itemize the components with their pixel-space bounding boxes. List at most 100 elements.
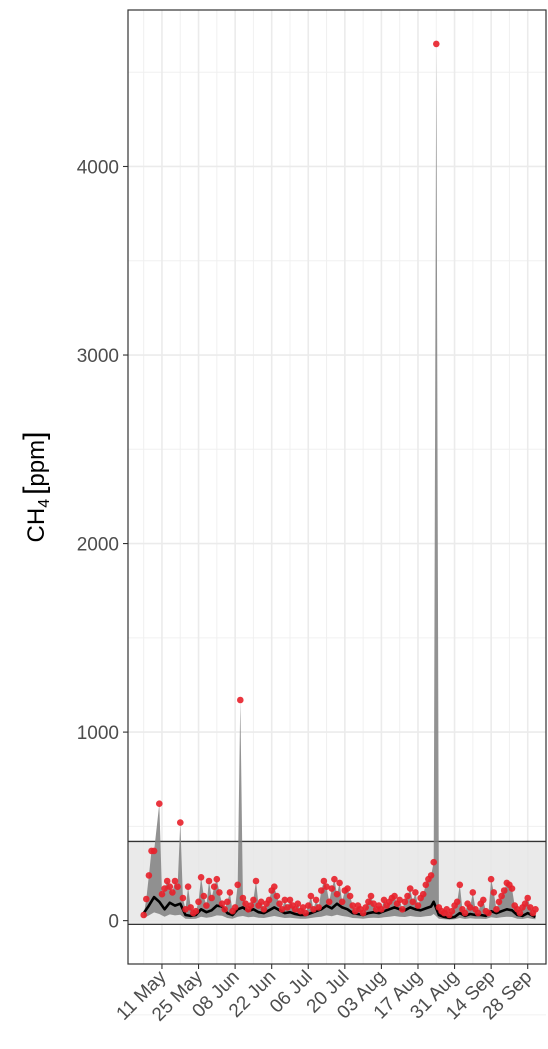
- max-point: [299, 904, 307, 911]
- max-point: [404, 892, 411, 900]
- y-axis-title: CH4 [ppm]: [18, 432, 53, 543]
- max-point: [140, 911, 147, 919]
- max-point: [281, 896, 289, 904]
- max-point: [312, 896, 320, 904]
- max-point: [328, 885, 336, 892]
- max-point: [239, 894, 247, 902]
- max-point: [150, 847, 158, 855]
- max-point: [346, 892, 354, 900]
- max-point: [182, 906, 189, 913]
- max-point: [315, 904, 323, 911]
- max-point: [286, 896, 294, 904]
- max-point: [184, 883, 192, 890]
- max-point: [213, 875, 221, 883]
- max-point: [200, 892, 208, 900]
- max-point: [221, 906, 228, 913]
- max-point: [401, 898, 409, 906]
- max-point: [252, 877, 260, 885]
- max-point: [166, 883, 174, 890]
- max-point: [226, 889, 234, 896]
- max-point: [409, 898, 417, 906]
- max-point: [456, 881, 464, 889]
- y-tick-label: 1000: [77, 723, 119, 744]
- max-point: [242, 900, 249, 907]
- y-tick-label: 0: [108, 912, 119, 933]
- max-point: [391, 892, 398, 900]
- max-point: [349, 902, 357, 909]
- max-point: [273, 892, 281, 900]
- max-point: [310, 906, 317, 913]
- max-point: [195, 898, 202, 906]
- max-point: [318, 887, 325, 894]
- max-point: [490, 889, 498, 896]
- max-point: [336, 879, 343, 887]
- max-point: [338, 898, 346, 906]
- max-point: [378, 906, 385, 913]
- max-point: [260, 906, 268, 913]
- max-point: [419, 890, 427, 898]
- max-point: [250, 896, 257, 904]
- max-point: [257, 898, 265, 906]
- max-point: [516, 909, 524, 917]
- max-point: [427, 872, 435, 879]
- max-point: [443, 906, 451, 913]
- max-point: [323, 883, 330, 890]
- max-point: [145, 872, 153, 879]
- max-point: [177, 819, 184, 826]
- max-point: [192, 907, 200, 915]
- max-point: [406, 885, 414, 892]
- max-point: [500, 887, 508, 894]
- major-gridlines: [128, 10, 546, 964]
- max-point: [320, 877, 328, 885]
- max-point: [532, 906, 539, 913]
- max-point: [412, 889, 419, 896]
- max-point: [158, 890, 166, 898]
- max-point: [362, 904, 370, 911]
- max-point: [218, 900, 226, 907]
- max-point: [498, 892, 505, 900]
- max-point: [161, 885, 168, 892]
- max-point: [234, 881, 241, 889]
- plot-panel: [128, 10, 546, 964]
- max-point: [305, 902, 312, 909]
- max-point: [493, 906, 500, 913]
- max-point: [294, 900, 302, 907]
- y-axis: 0 1000 2000 3000 4000: [77, 157, 128, 933]
- max-point: [480, 896, 487, 904]
- max-point: [163, 877, 171, 885]
- max-point: [495, 898, 503, 906]
- max-point: [156, 800, 163, 807]
- max-point: [205, 877, 213, 885]
- max-point: [430, 858, 438, 866]
- max-point: [453, 898, 461, 906]
- max-point: [231, 904, 239, 911]
- max-point: [380, 896, 388, 904]
- max-point: [265, 896, 273, 904]
- max-point: [422, 881, 430, 889]
- max-point: [433, 40, 440, 48]
- max-point: [271, 883, 278, 890]
- max-point: [169, 889, 176, 896]
- max-point: [143, 895, 150, 903]
- max-point: [237, 696, 244, 704]
- max-point: [291, 906, 299, 913]
- median-line: [142, 895, 536, 920]
- y-axis-title-open-bracket: [: [18, 486, 51, 495]
- max-point: [461, 909, 469, 917]
- max-point: [352, 907, 359, 915]
- max-point: [521, 900, 529, 907]
- max-point: [247, 902, 255, 909]
- max-point: [171, 877, 179, 885]
- max-point: [367, 892, 375, 900]
- max-point: [203, 902, 210, 909]
- max-point: [359, 909, 367, 917]
- max-point: [344, 885, 351, 892]
- y-axis-title-unit: ppm: [23, 440, 50, 487]
- y-tick-label: 4000: [77, 157, 119, 178]
- max-point: [508, 885, 516, 892]
- max-point: [485, 909, 492, 917]
- y-tick-label: 2000: [77, 535, 119, 556]
- plot-border: [127, 9, 547, 965]
- max-points: [140, 40, 539, 919]
